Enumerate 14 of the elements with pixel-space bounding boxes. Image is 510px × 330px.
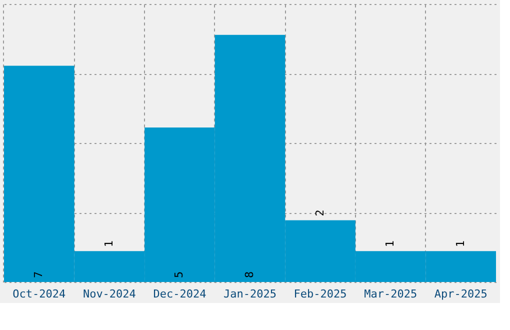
x-tick-label: Apr-2025	[434, 288, 488, 300]
data-label: 7	[32, 271, 46, 278]
x-tick-label: Mar-2025	[364, 288, 418, 300]
x-tick-label: Jan-2025	[224, 288, 276, 300]
data-label: 1	[384, 240, 397, 248]
data-label: 8	[243, 271, 256, 278]
x-tick-label: Nov-2024	[82, 288, 136, 300]
data-label: 5	[172, 271, 186, 278]
data-label: 1	[102, 240, 116, 248]
x-tick-label: Oct-2024	[12, 288, 66, 300]
data-label: 1	[454, 240, 467, 248]
x-tick-label: Feb-2025	[294, 288, 347, 300]
x-tick-label: Dec-2024	[153, 288, 207, 300]
data-label: 2	[313, 210, 326, 216]
